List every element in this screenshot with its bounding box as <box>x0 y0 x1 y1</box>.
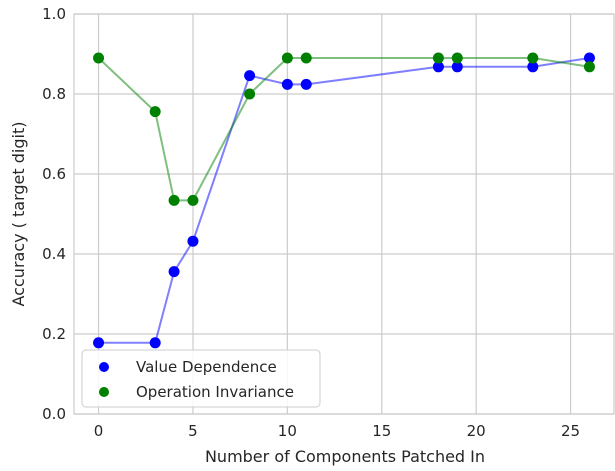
data-point-series-0 <box>93 337 105 349</box>
x-tick-label: 0 <box>94 422 104 440</box>
data-point-series-1 <box>451 52 463 64</box>
y-tick-label: 0.8 <box>42 85 66 103</box>
data-point-series-1 <box>281 52 293 64</box>
legend-label-operation-invariance: Operation Invariance <box>136 383 294 401</box>
y-axis-label: Accuracy ( target digit) <box>9 122 28 307</box>
data-point-series-0 <box>168 266 180 278</box>
data-point-series-1 <box>583 61 595 73</box>
data-point-series-0 <box>149 337 161 349</box>
legend-marker-operation-invariance <box>99 387 109 397</box>
y-tick-label: 0.2 <box>42 325 66 343</box>
tick-labels: 0 5 10 15 20 25 0.0 0.2 0.4 0.6 0.8 1.0 <box>42 5 580 440</box>
data-point-series-0 <box>281 78 293 90</box>
legend-label-value-dependence: Value Dependence <box>136 358 277 376</box>
data-point-series-0 <box>244 70 256 82</box>
data-point-series-1 <box>187 194 199 206</box>
x-tick-label: 20 <box>467 422 486 440</box>
y-tick-label: 1.0 <box>42 5 66 23</box>
data-point-series-0 <box>187 235 199 247</box>
data-point-series-0 <box>583 52 595 64</box>
series-points <box>93 52 595 349</box>
y-tick-label: 0.4 <box>42 245 66 263</box>
data-point-series-1 <box>300 52 312 64</box>
legend-marker-value-dependence <box>99 362 109 372</box>
data-point-series-1 <box>244 88 256 100</box>
data-point-series-1 <box>168 194 180 206</box>
legend: Value Dependence Operation Invariance <box>81 349 321 408</box>
x-tick-label: 25 <box>561 422 580 440</box>
y-tick-label: 0.0 <box>42 405 66 423</box>
plot-border <box>73 13 615 415</box>
data-point-series-0 <box>527 61 539 73</box>
legend-box <box>81 349 321 408</box>
x-tick-label: 10 <box>278 422 297 440</box>
data-point-series-0 <box>432 61 444 73</box>
data-point-series-1 <box>149 106 161 118</box>
axes-frame <box>73 13 615 415</box>
data-point-series-0 <box>451 61 463 73</box>
x-axis-label: Number of Components Patched In <box>205 447 485 466</box>
data-point-series-1 <box>527 52 539 64</box>
data-point-series-0 <box>300 78 312 90</box>
data-point-series-1 <box>93 52 105 64</box>
plot-area <box>74 14 614 414</box>
x-tick-label: 15 <box>372 422 391 440</box>
data-point-series-1 <box>432 52 444 64</box>
x-tick-label: 5 <box>188 422 198 440</box>
y-tick-label: 0.6 <box>42 165 66 183</box>
